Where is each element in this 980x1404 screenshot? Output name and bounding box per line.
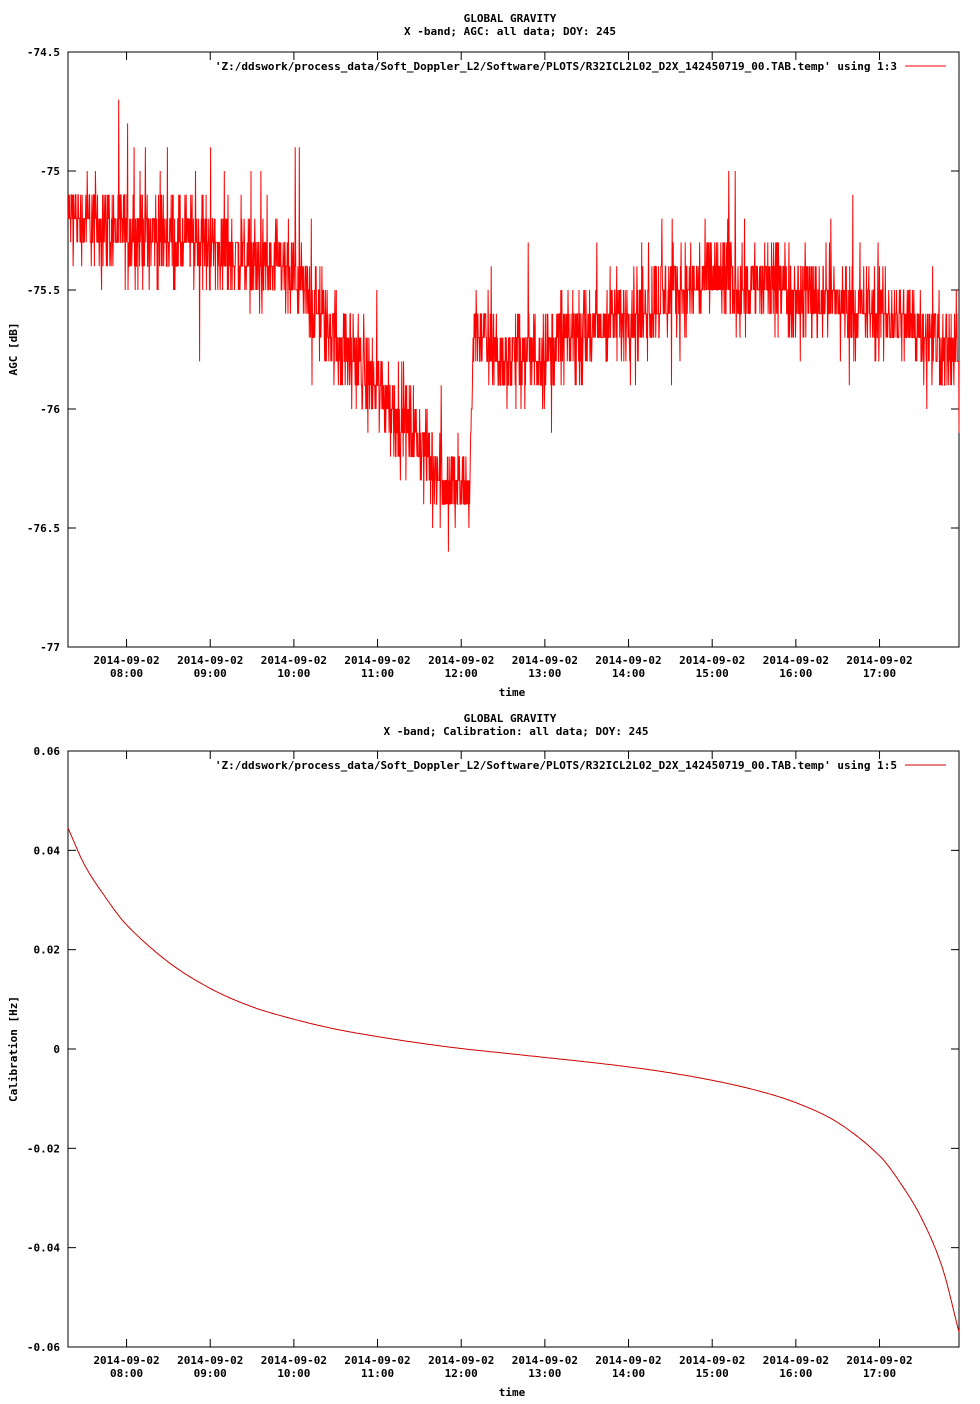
calibration-x-tick-date: 2014-09-02	[93, 1354, 159, 1367]
agc-y-tick-label: -75.5	[27, 284, 60, 297]
agc-x-tick-time: 12:00	[445, 667, 478, 680]
calibration-x-tick-time: 11:00	[361, 1367, 394, 1380]
agc-x-tick-date: 2014-09-02	[763, 654, 829, 667]
calibration-y-axis-label: Calibration [Hz]	[7, 996, 20, 1102]
calibration-x-axis-label: time	[499, 1386, 526, 1399]
agc-chart-title: GLOBAL GRAVITY	[464, 12, 557, 25]
agc-x-tick-date: 2014-09-02	[344, 654, 410, 667]
agc-x-ticks: 2014-09-0208:002014-09-0209:002014-09-02…	[93, 52, 913, 680]
agc-x-tick-date: 2014-09-02	[512, 654, 578, 667]
agc-chart-subtitle: X -band; AGC: all data; DOY: 245	[404, 25, 616, 38]
agc-legend-label: 'Z:/ddswork/process_data/Soft_Doppler_L2…	[215, 60, 897, 73]
calibration-x-tick-time: 09:00	[194, 1367, 227, 1380]
calibration-x-tick-time: 10:00	[277, 1367, 310, 1380]
calibration-x-tick-date: 2014-09-02	[344, 1354, 410, 1367]
agc-x-tick-time: 08:00	[110, 667, 143, 680]
calibration-y-tick-label: -0.04	[27, 1242, 60, 1255]
calibration-x-tick-time: 12:00	[445, 1367, 478, 1380]
agc-x-axis-label: time	[499, 686, 526, 699]
agc-legend: 'Z:/ddswork/process_data/Soft_Doppler_L2…	[215, 60, 946, 73]
calibration-chart: GLOBAL GRAVITY X -band; Calibration: all…	[7, 712, 960, 1399]
calibration-x-tick-time: 14:00	[612, 1367, 645, 1380]
agc-x-tick-time: 15:00	[696, 667, 729, 680]
agc-y-tick-label: -76.5	[27, 522, 60, 535]
calibration-x-tick-date: 2014-09-02	[428, 1354, 494, 1367]
calibration-y-tick-label: 0	[53, 1043, 60, 1056]
calibration-x-tick-date: 2014-09-02	[763, 1354, 829, 1367]
calibration-x-tick-time: 15:00	[696, 1367, 729, 1380]
agc-x-tick-time: 17:00	[863, 667, 896, 680]
agc-y-axis-label: AGC [dB]	[7, 323, 20, 376]
calibration-y-tick-label: -0.02	[27, 1142, 60, 1155]
agc-chart: GLOBAL GRAVITY X -band; AGC: all data; D…	[7, 12, 960, 699]
calibration-x-tick-date: 2014-09-02	[846, 1354, 912, 1367]
agc-x-tick-date: 2014-09-02	[261, 654, 327, 667]
agc-x-tick-time: 16:00	[779, 667, 812, 680]
calibration-chart-title: GLOBAL GRAVITY	[464, 712, 557, 725]
agc-y-tick-label: -77	[40, 641, 60, 654]
calibration-x-tick-date: 2014-09-02	[261, 1354, 327, 1367]
agc-y-ticks: -74.5 -75 -75.5 -76 -76.5 -77	[27, 46, 959, 654]
calibration-x-ticks: 2014-09-0208:002014-09-0209:002014-09-02…	[93, 751, 913, 1380]
agc-plot-frame	[67, 51, 960, 648]
agc-x-tick-date: 2014-09-02	[595, 654, 661, 667]
calibration-x-tick-date: 2014-09-02	[512, 1354, 578, 1367]
agc-x-tick-time: 11:00	[361, 667, 394, 680]
calibration-legend: 'Z:/ddswork/process_data/Soft_Doppler_L2…	[215, 759, 946, 772]
agc-x-tick-date: 2014-09-02	[93, 654, 159, 667]
calibration-x-tick-time: 08:00	[110, 1367, 143, 1380]
agc-x-tick-time: 14:00	[612, 667, 645, 680]
calibration-y-tick-label: -0.06	[27, 1341, 60, 1354]
calibration-y-ticks: 0.06 0.04 0.02 0 -0.02 -0.04 -0.06	[27, 745, 959, 1354]
agc-y-tick-label: -76	[40, 403, 60, 416]
agc-x-tick-time: 13:00	[528, 667, 561, 680]
calibration-x-tick-time: 16:00	[779, 1367, 812, 1380]
calibration-x-tick-date: 2014-09-02	[177, 1354, 243, 1367]
calibration-legend-label: 'Z:/ddswork/process_data/Soft_Doppler_L2…	[215, 759, 897, 772]
calibration-x-tick-time: 13:00	[528, 1367, 561, 1380]
calibration-plot-frame	[67, 750, 960, 1348]
agc-y-tick-label: -75	[40, 165, 60, 178]
calibration-y-tick-label: 0.06	[34, 745, 61, 758]
agc-x-tick-time: 10:00	[277, 667, 310, 680]
calibration-series-line	[67, 827, 960, 1333]
agc-x-tick-date: 2014-09-02	[177, 654, 243, 667]
calibration-y-tick-label: 0.02	[34, 944, 61, 957]
calibration-chart-subtitle: X -band; Calibration: all data; DOY: 245	[384, 725, 649, 738]
calibration-x-tick-date: 2014-09-02	[679, 1354, 745, 1367]
agc-series-line	[67, 99, 960, 552]
calibration-x-tick-time: 17:00	[863, 1367, 896, 1380]
agc-x-tick-date: 2014-09-02	[428, 654, 494, 667]
agc-x-tick-date: 2014-09-02	[679, 654, 745, 667]
agc-y-tick-label: -74.5	[27, 46, 60, 59]
agc-x-tick-date: 2014-09-02	[846, 654, 912, 667]
calibration-y-tick-label: 0.04	[34, 844, 61, 857]
calibration-x-tick-date: 2014-09-02	[595, 1354, 661, 1367]
agc-x-tick-time: 09:00	[194, 667, 227, 680]
